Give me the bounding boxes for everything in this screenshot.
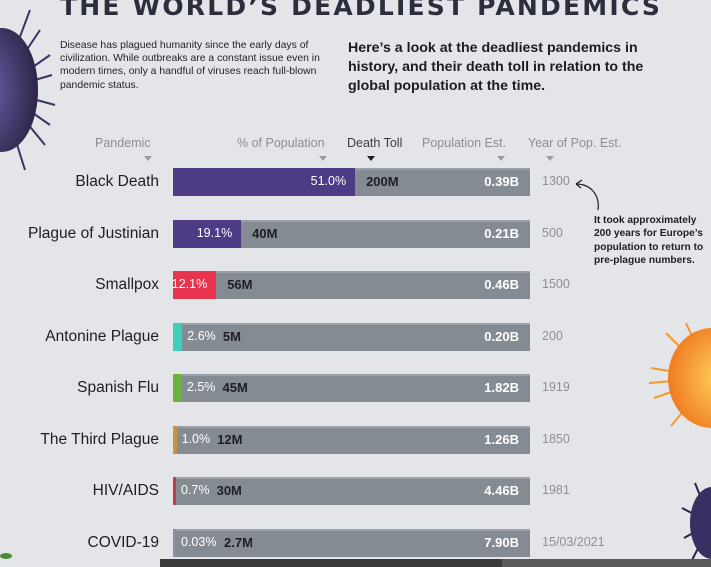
population-estimate-label: 4.46B xyxy=(484,483,519,498)
death-toll-label: 200M xyxy=(366,174,399,189)
sort-arrow-pop-icon[interactable] xyxy=(497,156,505,161)
population-bar[interactable] xyxy=(173,425,530,454)
intro-text: Disease has plagued humanity since the e… xyxy=(60,40,320,91)
population-bar[interactable] xyxy=(173,271,530,299)
population-bar[interactable] xyxy=(173,528,530,557)
year-label: 1919 xyxy=(542,380,570,394)
death-toll-label: 40M xyxy=(252,225,278,241)
page-title: THE WORLD’S DEADLIEST PANDEMICS xyxy=(60,0,663,21)
population-estimate-label: 0.46B xyxy=(484,277,519,292)
death-share-bar[interactable] xyxy=(173,168,356,196)
pandemic-name: Spanish Flu xyxy=(77,379,159,396)
death-toll-label: 2.7M xyxy=(224,534,253,550)
death-share-bar[interactable] xyxy=(173,528,176,557)
annotation-text: It took approximately 200 years for Euro… xyxy=(594,215,704,267)
death-share-bar[interactable] xyxy=(173,271,217,299)
sort-arrow-toll-icon[interactable] xyxy=(367,156,375,161)
death-share-bar[interactable] xyxy=(173,374,182,402)
pandemic-name: The Third Plague xyxy=(40,430,159,448)
percent-label: 2.6% xyxy=(187,328,216,343)
population-estimate-label: 0.21B xyxy=(484,225,519,241)
column-header-pct[interactable]: % of Population xyxy=(237,136,325,150)
death-share-bar[interactable] xyxy=(173,322,183,351)
lead-text: Here’s a look at the deadliest pandemics… xyxy=(348,40,644,94)
pandemic-name: Black Death xyxy=(75,173,159,190)
year-label: 1500 xyxy=(542,277,570,291)
percent-label: 19.1% xyxy=(196,225,233,240)
column-header-toll[interactable]: Death Toll xyxy=(347,136,403,150)
death-toll-label: 12M xyxy=(217,431,243,447)
percent-label: 2.5% xyxy=(186,380,216,394)
population-estimate-label: 0.20B xyxy=(484,328,519,344)
year-label: 15/03/2021 xyxy=(542,534,605,549)
percent-label: 0.7% xyxy=(181,483,210,497)
footer-strip-right xyxy=(502,559,711,567)
virus-illustration-small-green-icon xyxy=(0,553,12,559)
population-estimate-label: 0.39B xyxy=(484,174,519,189)
sort-arrow-pct-icon[interactable] xyxy=(319,156,327,161)
year-label: 200 xyxy=(542,328,563,343)
year-label: 1981 xyxy=(542,483,570,497)
population-estimate-label: 1.82B xyxy=(484,380,519,395)
population-bar[interactable] xyxy=(173,374,530,402)
column-header-pop[interactable]: Population Est. xyxy=(422,136,507,150)
pandemic-name: COVID-19 xyxy=(87,533,160,551)
pandemic-name: Antonine Plague xyxy=(45,327,159,345)
sort-arrow-year-icon[interactable] xyxy=(546,156,554,161)
death-toll-label: 5M xyxy=(222,328,241,344)
percent-label: 0.03% xyxy=(181,534,217,549)
population-estimate-label: 7.90B xyxy=(484,534,519,550)
year-label: 1300 xyxy=(542,174,570,188)
population-bar[interactable] xyxy=(173,322,530,351)
column-header-pandemic[interactable]: Pandemic xyxy=(95,136,151,150)
percent-label: 1.0% xyxy=(181,431,211,446)
population-bar[interactable] xyxy=(173,477,530,505)
death-share-bar[interactable] xyxy=(173,477,176,505)
pandemic-name: HIV/AIDS xyxy=(92,482,159,499)
death-toll-label: 30M xyxy=(216,483,242,498)
pandemic-name: Smallpox xyxy=(95,276,159,293)
column-header-year[interactable]: Year of Pop. Est. xyxy=(528,136,622,150)
percent-label: 51.0% xyxy=(310,174,347,188)
death-share-bar[interactable] xyxy=(173,219,242,248)
death-toll-label: 45M xyxy=(222,380,248,395)
population-estimate-label: 1.26B xyxy=(484,431,519,447)
pandemic-name: Plague of Justinian xyxy=(28,224,159,242)
sort-arrow-pandemic-icon[interactable] xyxy=(144,156,152,161)
virus-illustration-purple-icon xyxy=(0,9,56,171)
virus-illustration-dark-purple-icon xyxy=(681,482,711,561)
virus-illustration-orange-icon xyxy=(648,322,711,428)
year-label: 1850 xyxy=(542,431,570,446)
footer-strip xyxy=(160,559,711,567)
death-share-bar[interactable] xyxy=(173,425,177,454)
death-toll-label: 56M xyxy=(227,277,253,292)
annotation-arrow-icon xyxy=(575,179,599,211)
percent-label: 12.1% xyxy=(171,277,208,291)
year-label: 500 xyxy=(542,225,563,240)
